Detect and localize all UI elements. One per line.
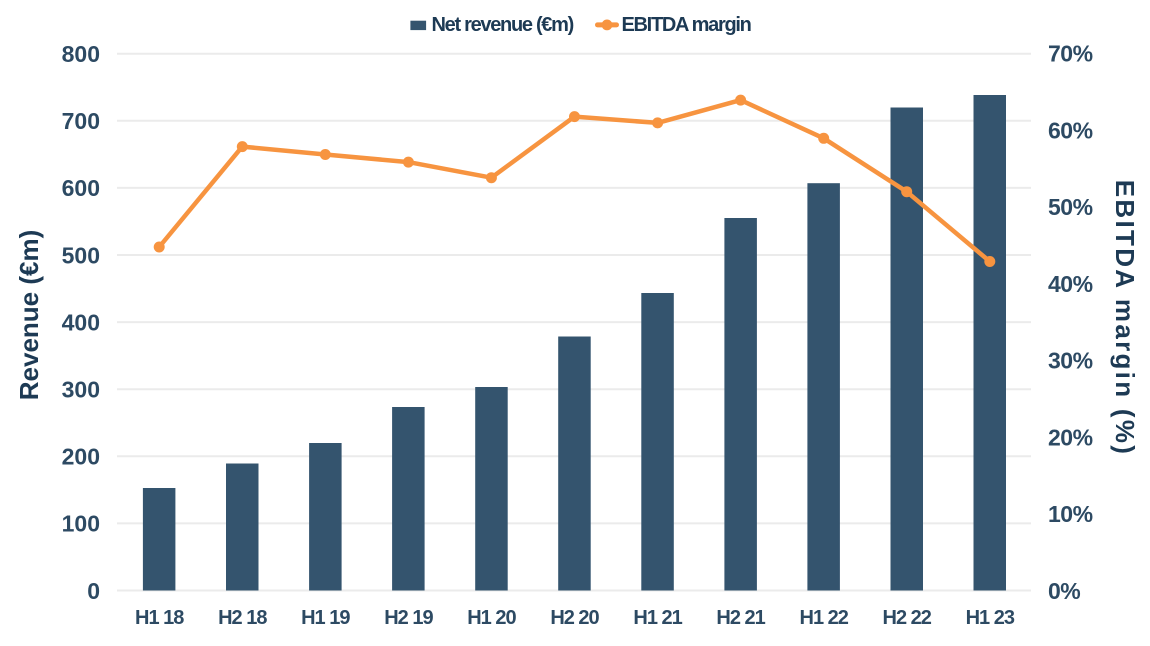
svg-text:200: 200	[62, 444, 100, 470]
svg-text:H2 19: H2 19	[384, 607, 433, 629]
svg-text:H1 22: H1 22	[800, 607, 849, 629]
svg-text:Revenue (€m): Revenue (€m)	[14, 230, 44, 401]
svg-text:H2 20: H2 20	[550, 607, 599, 629]
svg-text:H1 21: H1 21	[633, 607, 682, 629]
svg-text:70%: 70%	[1048, 41, 1093, 67]
svg-text:H2 22: H2 22	[883, 607, 932, 629]
svg-text:H1 20: H1 20	[467, 607, 516, 629]
svg-text:Net revenue (€m): Net revenue (€m)	[432, 14, 574, 36]
svg-text:700: 700	[62, 108, 100, 134]
svg-text:EBITDA margin: EBITDA margin	[622, 14, 751, 36]
svg-text:600: 600	[62, 175, 100, 201]
svg-text:H2 21: H2 21	[716, 607, 765, 629]
svg-text:60%: 60%	[1048, 117, 1093, 143]
svg-text:500: 500	[62, 242, 100, 268]
svg-text:100: 100	[62, 511, 100, 537]
svg-text:40%: 40%	[1048, 271, 1093, 297]
svg-text:EBITDA margin (%): EBITDA margin (%)	[1110, 180, 1140, 456]
svg-text:400: 400	[62, 309, 100, 335]
svg-text:0: 0	[87, 578, 100, 604]
svg-text:H1 19: H1 19	[301, 607, 350, 629]
svg-text:20%: 20%	[1048, 424, 1093, 450]
svg-text:H1 23: H1 23	[966, 607, 1015, 629]
svg-text:50%: 50%	[1048, 194, 1093, 220]
svg-text:H1 18: H1 18	[135, 607, 184, 629]
svg-text:800: 800	[62, 41, 100, 67]
svg-text:0%: 0%	[1048, 578, 1080, 604]
svg-text:300: 300	[62, 377, 100, 403]
svg-text:30%: 30%	[1048, 348, 1093, 374]
svg-text:H2 18: H2 18	[218, 607, 267, 629]
svg-text:10%: 10%	[1048, 501, 1093, 527]
